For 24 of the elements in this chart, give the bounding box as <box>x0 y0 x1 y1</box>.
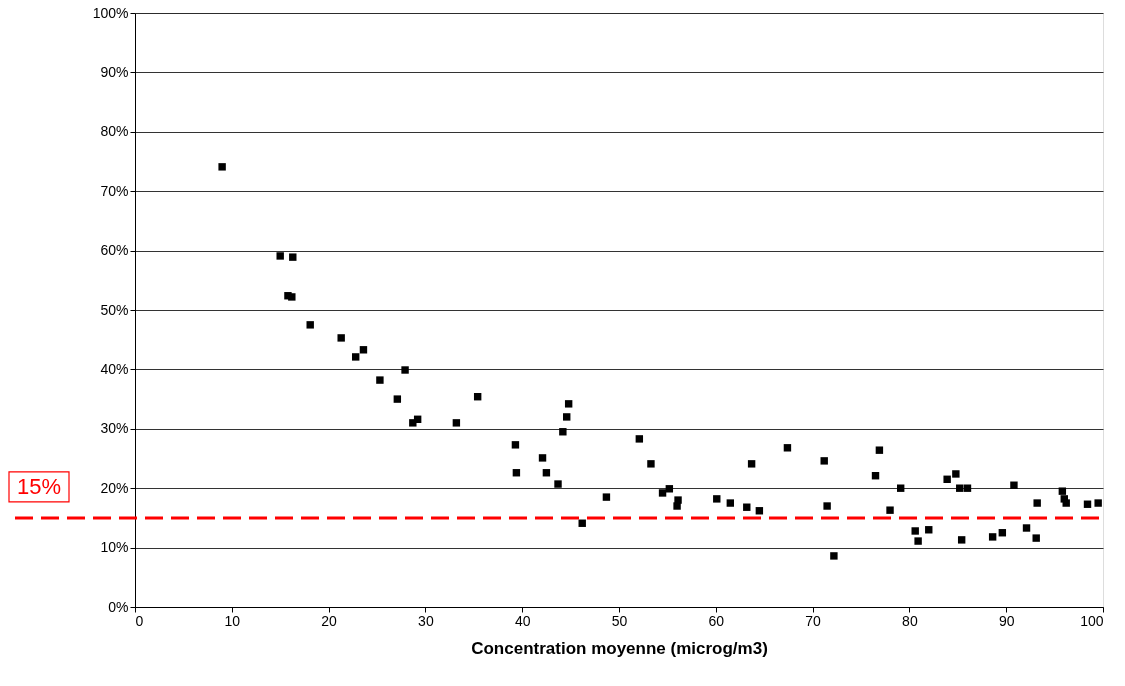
y-tick-label: 40% <box>100 360 129 377</box>
x-tick-label: 30 <box>418 612 434 629</box>
y-tick-label: 80% <box>100 123 129 140</box>
x-axis-title: Concentration moyenne (microg/m3) <box>471 638 768 658</box>
x-tick-label: 50 <box>611 612 628 629</box>
x-tick-label: 40 <box>514 612 531 629</box>
x-tick-label: 60 <box>708 612 725 629</box>
y-tick-label: 10% <box>100 539 129 556</box>
ref-line-label: 15% <box>16 473 62 499</box>
x-tick-label: 0 <box>135 612 144 629</box>
y-tick-label: 20% <box>100 479 129 496</box>
y-tick-label: 60% <box>100 242 129 259</box>
y-tick-label: 90% <box>100 63 129 80</box>
x-tick-label: 10 <box>224 612 241 629</box>
x-tick-label: 80 <box>902 612 918 629</box>
x-tick-label: 100 <box>1080 612 1104 629</box>
y-tick-label: 0% <box>108 598 129 615</box>
y-tick-label: 100% <box>92 4 129 21</box>
x-tick-label: 90 <box>998 612 1015 629</box>
y-tick-label: 30% <box>100 420 129 437</box>
y-tick-label: 50% <box>100 301 129 318</box>
x-tick-label: 20 <box>321 612 338 629</box>
x-tick-label: 70 <box>805 612 822 629</box>
y-tick-label: 70% <box>100 182 129 199</box>
